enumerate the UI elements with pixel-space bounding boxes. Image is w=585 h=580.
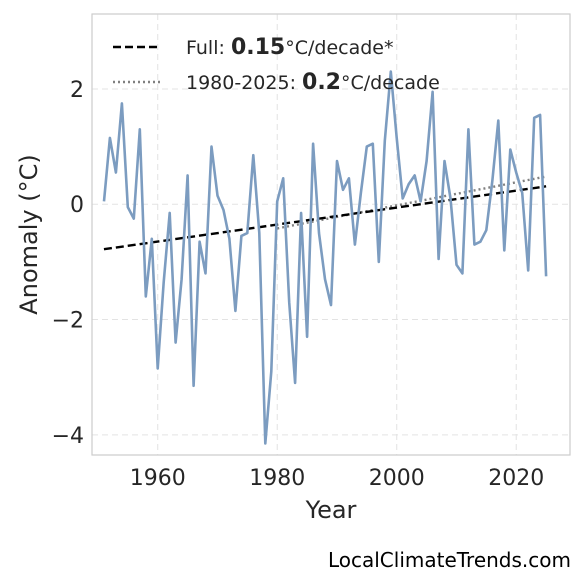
- x-tick-label: 1980: [249, 466, 305, 491]
- y-tick-label: −4: [52, 424, 84, 449]
- legend: Full: 0.15°C/decade* 1980-2025: 0.2°C/dec…: [113, 35, 440, 95]
- data-series: [102, 70, 548, 445]
- legend-label: 1980-2025: 0.2°C/decade: [186, 70, 440, 95]
- x-tick-label: 2000: [369, 466, 425, 491]
- y-tick-label: 2: [70, 78, 84, 103]
- y-tick-label: −2: [52, 309, 84, 334]
- y-tick-label: 0: [70, 193, 84, 218]
- x-tick-label: 1960: [130, 466, 186, 491]
- legend-label: Full: 0.15°C/decade*: [186, 35, 393, 60]
- x-tick-label: 2020: [488, 466, 544, 491]
- anomaly-series-line: [102, 70, 548, 445]
- y-axis-title: Anomaly (°C): [15, 154, 43, 314]
- recent-trend-line: [276, 175, 547, 230]
- plot-frame: [91, 13, 571, 456]
- source-credit: LocalClimateTrends.com: [327, 548, 571, 572]
- x-axis-title: Year: [305, 496, 357, 524]
- tick-labels: 1960 1980 2000 2020 −4 −2 0 2: [52, 78, 545, 491]
